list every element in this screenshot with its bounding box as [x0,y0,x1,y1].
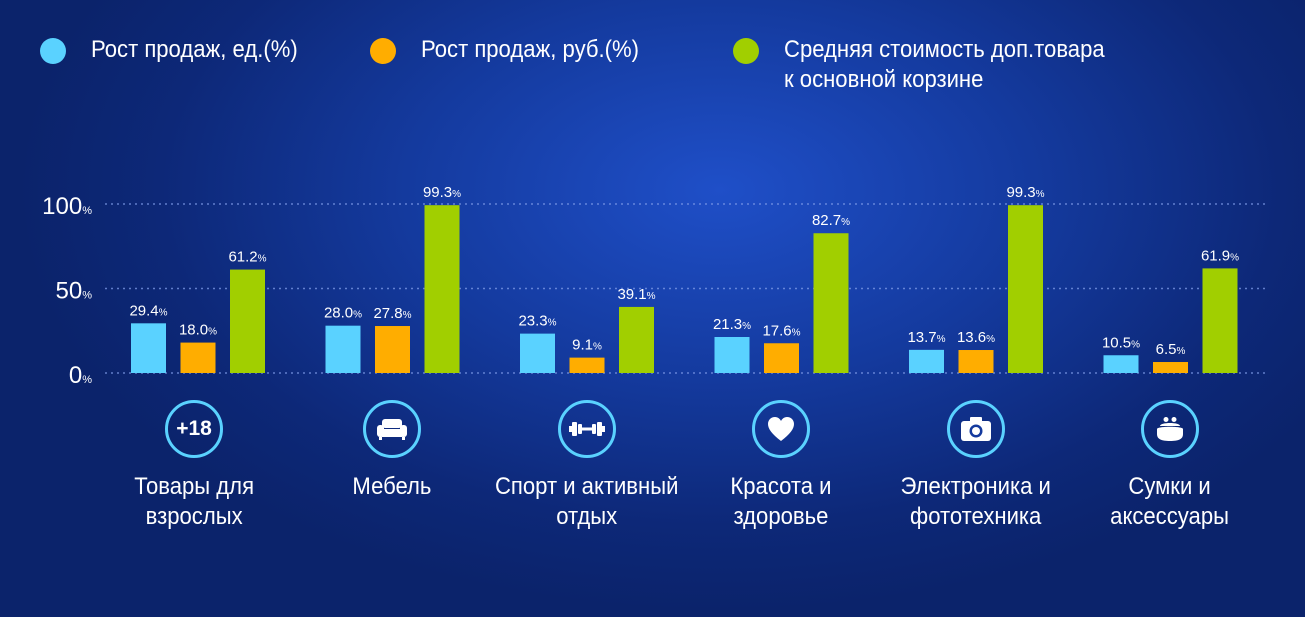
data-label: 99.3% [423,184,461,201]
data-label: 27.8% [373,305,411,322]
category-label: Красота и здоровье [730,473,832,530]
category-bags: Сумки и аксессуары [1070,400,1270,532]
legend-label-rubles: Рост продаж, руб.(%) [421,36,639,63]
data-label: 13.7% [907,329,945,346]
data-label: 99.3% [1006,184,1044,201]
plus-18-icon: +18 [165,400,223,458]
data-label: 39.1% [617,286,655,303]
data-label: 61.2% [228,249,266,266]
category-label: Товары для взрослых [134,473,254,530]
bar [714,337,750,373]
bar [909,349,944,373]
data-label: 9.1% [572,337,602,354]
legend-label-units: Рост продаж, ед.(%) [91,36,298,63]
y-tick-label: 50% [56,278,93,305]
category-label: Спорт и активный отдых [495,473,679,530]
bar [958,350,994,373]
bar [1202,268,1238,373]
data-label: 21.3% [713,316,751,333]
legend-item-units: Рост продаж, ед.(%) [40,35,316,65]
bar [764,343,799,373]
bar [1103,355,1139,373]
data-label: 82.7% [812,212,850,229]
bar [569,357,605,373]
bar [1153,362,1188,373]
bar [424,205,460,373]
category-beauty: Красота и здоровье [681,400,881,532]
bar [619,306,654,373]
data-label: 17.6% [762,322,800,339]
legend: Рост продаж, ед.(%) Рост продаж, руб.(%)… [0,35,1305,105]
bar [1008,205,1043,373]
legend-item-rubles: Рост продаж, руб.(%) [370,35,658,65]
legend-item-avg-cost: Средняя стоимость доп.товара к основной … [733,35,1133,95]
heart-icon [752,400,810,458]
category-label: Сумки и аксессуары [1110,473,1230,530]
data-label: 6.5% [1156,341,1186,358]
bar [520,333,555,373]
bar [375,326,410,373]
purse-icon [1141,400,1199,458]
legend-swatch-units [40,38,66,64]
y-tick-label: 0% [69,362,92,389]
legend-swatch-avg-cost [733,38,759,64]
dumbbell-icon [558,400,616,458]
data-label: 29.4% [129,302,167,319]
y-tick-label: 100% [42,193,92,220]
category-adult: +18 Товары для взрослых [94,400,294,532]
bar [230,269,265,373]
data-label: 23.3% [518,313,556,330]
category-label: Мебель [352,473,432,500]
data-label: 61.9% [1201,247,1239,264]
category-sport: Спорт и активный отдых [487,400,687,532]
data-label: 10.5% [1102,334,1140,351]
bar [131,323,166,373]
camera-icon [947,400,1005,458]
data-label: 18.0% [179,322,217,339]
legend-swatch-rubles [370,38,396,64]
bar [813,233,849,373]
legend-label-avg-cost: Средняя стоимость доп.товара к основной … [784,36,1105,93]
bar [325,325,361,373]
category-label: Электроника и фототехника [900,473,1052,530]
data-label: 28.0% [324,305,362,322]
sofa-icon [363,400,421,458]
bar-chart: 0% 50% 100% 29.4% 28.0% 23.3% 21.3% 13.7% 10.5% 1… [42,184,1265,389]
category-furniture: Мебель [292,400,492,502]
category-electronics: Электроника и фототехника [876,400,1076,532]
bar [180,342,216,373]
data-label: 13.6% [957,329,995,346]
plus-18-icon-text: +18 [176,417,212,440]
